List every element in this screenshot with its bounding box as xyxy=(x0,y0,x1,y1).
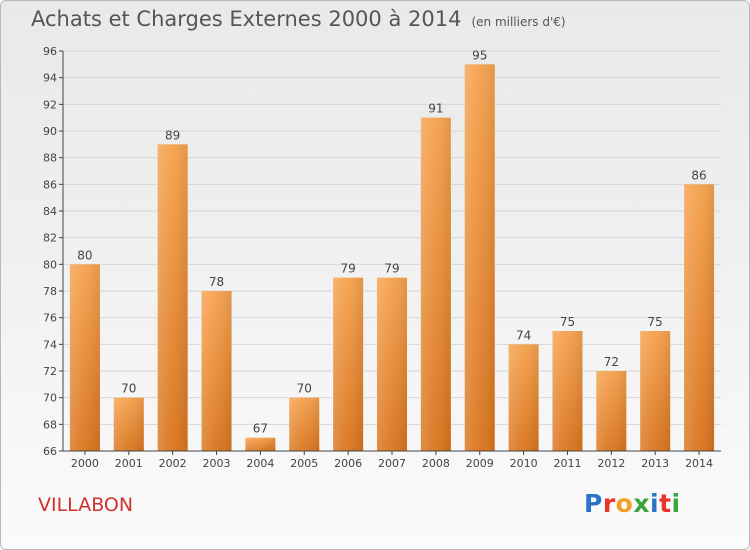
x-tick-label: 2012 xyxy=(597,457,625,470)
x-tick-label: 2003 xyxy=(203,457,231,470)
bar-shine xyxy=(333,277,364,451)
commune-name: VILLABON xyxy=(38,494,134,516)
x-tick-label: 2004 xyxy=(246,457,274,470)
logo-letter: t xyxy=(659,489,672,518)
y-tick-label: 84 xyxy=(43,205,57,218)
chart-title-text: Achats et Charges Externes 2000 à 2014 xyxy=(31,7,462,31)
y-tick-label: 78 xyxy=(43,285,57,298)
bar-shine xyxy=(157,144,188,452)
data-label: 70 xyxy=(121,382,136,396)
y-tick-label: 86 xyxy=(43,178,57,191)
chart-title: Achats et Charges Externes 2000 à 2014 (e… xyxy=(31,7,566,31)
data-label: 95 xyxy=(472,48,487,62)
x-tick-label: 2006 xyxy=(334,457,362,470)
x-tick-label: 2000 xyxy=(71,457,99,470)
data-label: 75 xyxy=(648,315,663,329)
y-tick-label: 88 xyxy=(43,152,57,165)
data-label: 80 xyxy=(77,248,92,262)
data-label: 91 xyxy=(428,102,443,116)
bar-shine xyxy=(113,397,144,451)
logo-letter: P xyxy=(584,489,603,518)
bar-shine xyxy=(420,117,451,452)
y-tick-label: 90 xyxy=(43,125,57,138)
data-label: 86 xyxy=(691,168,706,182)
y-tick-label: 80 xyxy=(43,258,57,271)
bar-shine xyxy=(508,344,539,451)
data-label: 79 xyxy=(384,262,399,276)
data-label: 67 xyxy=(253,422,268,436)
logo-letter: i xyxy=(650,489,660,518)
proxiti-logo: Proxiti xyxy=(584,489,681,518)
y-tick-label: 74 xyxy=(43,338,57,351)
y-tick-label: 92 xyxy=(43,98,57,111)
x-tick-label: 2007 xyxy=(378,457,406,470)
x-tick-label: 2005 xyxy=(290,457,318,470)
y-tick-label: 70 xyxy=(43,392,57,405)
y-tick-label: 66 xyxy=(43,445,57,458)
x-tick-label: 2011 xyxy=(553,457,581,470)
bar-shine xyxy=(289,397,320,451)
x-tick-label: 2002 xyxy=(159,457,187,470)
x-tick-label: 2010 xyxy=(510,457,538,470)
data-label: 72 xyxy=(604,355,619,369)
logo-letter: r xyxy=(602,489,616,518)
x-tick-label: 2009 xyxy=(466,457,494,470)
y-tick-label: 68 xyxy=(43,418,57,431)
data-label: 74 xyxy=(516,328,531,342)
data-label: 89 xyxy=(165,128,180,142)
y-tick-label: 96 xyxy=(43,45,57,58)
logo-letter: o xyxy=(615,489,634,518)
chart-subtitle: (en milliers d'€) xyxy=(471,15,566,29)
bar-shine xyxy=(552,331,583,451)
bar-shine xyxy=(596,371,627,451)
x-tick-label: 2008 xyxy=(422,457,450,470)
logo-letter: x xyxy=(633,489,650,518)
y-tick-label: 94 xyxy=(43,72,57,85)
data-label: 75 xyxy=(560,315,575,329)
y-tick-label: 72 xyxy=(43,365,57,378)
x-tick-label: 2013 xyxy=(641,457,669,470)
bar-shine xyxy=(69,264,100,451)
x-tick-label: 2014 xyxy=(685,457,713,470)
data-label: 79 xyxy=(340,262,355,276)
data-label: 70 xyxy=(297,382,312,396)
data-label: 78 xyxy=(209,275,224,289)
y-tick-label: 82 xyxy=(43,232,57,245)
y-tick-label: 76 xyxy=(43,312,57,325)
bar-shine xyxy=(201,291,232,451)
logo-letter: i xyxy=(671,489,681,518)
bar-shine xyxy=(684,184,715,452)
x-tick-label: 2001 xyxy=(115,457,143,470)
bar-shine xyxy=(464,64,495,452)
bar-shine xyxy=(245,437,276,451)
bar-shine xyxy=(640,331,671,451)
bar-shine xyxy=(377,277,407,451)
